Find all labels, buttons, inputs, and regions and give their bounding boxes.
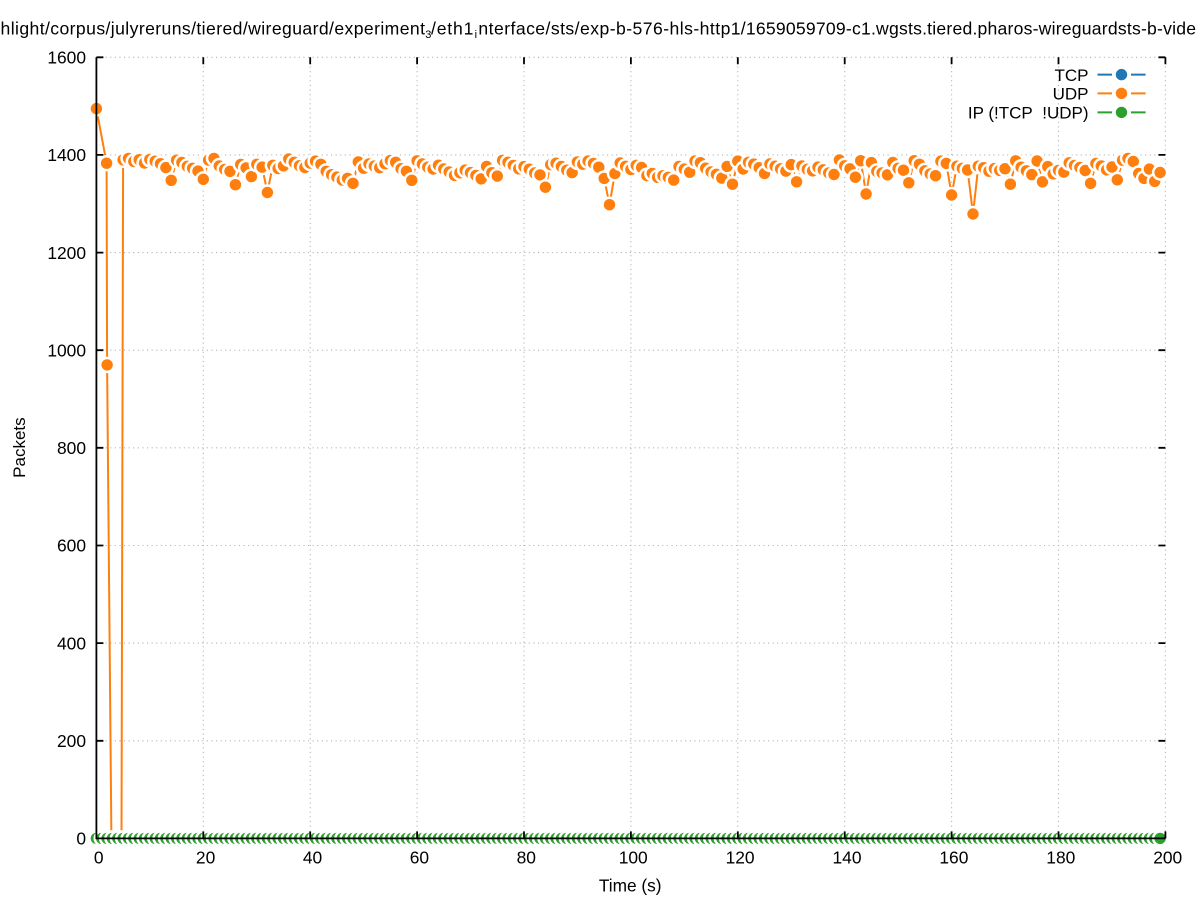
svg-text:0: 0 xyxy=(76,829,86,849)
svg-text:100: 100 xyxy=(619,847,648,867)
svg-text:TCP: TCP xyxy=(1055,66,1089,85)
svg-text:3: 3 xyxy=(425,29,431,41)
svg-text:180: 180 xyxy=(1046,847,1075,867)
svg-text:nterface/sts/exp-b-576-hls-htt: nterface/sts/exp-b-576-hls-http1 xyxy=(478,18,740,38)
svg-text:120: 120 xyxy=(726,847,755,867)
svg-text:UDP: UDP xyxy=(1053,85,1089,104)
svg-text:0: 0 xyxy=(94,847,104,867)
svg-text:1600: 1600 xyxy=(47,48,86,68)
svg-text:IP (!TCP !UDP): IP (!TCP !UDP) xyxy=(968,104,1089,123)
svg-text:Time (s): Time (s) xyxy=(599,876,662,896)
svg-text:80: 80 xyxy=(517,847,536,867)
svg-text:60: 60 xyxy=(410,847,429,867)
svg-text:1400: 1400 xyxy=(47,145,86,165)
svg-text:140: 140 xyxy=(832,847,861,867)
svg-text:Packets: Packets xyxy=(10,417,29,477)
svg-text:i: i xyxy=(475,29,477,41)
svg-text:40: 40 xyxy=(303,847,322,867)
svg-text:200: 200 xyxy=(1153,847,1182,867)
svg-text:hlight/corpus/julyreruns/tiere: hlight/corpus/julyreruns/tiered/wireguar… xyxy=(1,18,426,38)
svg-text:20: 20 xyxy=(196,847,215,867)
svg-text:600: 600 xyxy=(57,536,86,556)
svg-text:200: 200 xyxy=(57,731,86,751)
svg-text:1200: 1200 xyxy=(47,243,86,263)
svg-text:/eth1: /eth1 xyxy=(431,18,473,38)
svg-text:1000: 1000 xyxy=(47,340,86,360)
svg-text:400: 400 xyxy=(57,633,86,653)
svg-text:160: 160 xyxy=(939,847,968,867)
svg-text:800: 800 xyxy=(57,438,86,458)
svg-text:/1659059709-c1.wgsts.tiered.ph: /1659059709-c1.wgsts.tiered.pharos-wireg… xyxy=(741,18,1196,38)
